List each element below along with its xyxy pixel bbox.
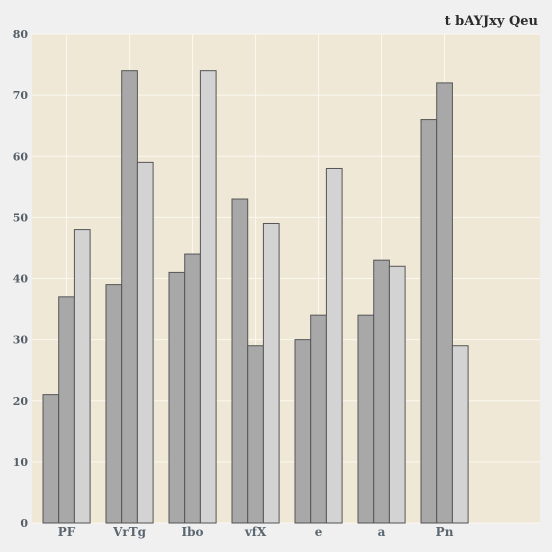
bar-Pn-s2 [437, 83, 453, 523]
y-tick-label: 0 [20, 517, 28, 530]
y-tick-label: 10 [13, 456, 29, 469]
bar-VrTg-s2 [122, 71, 138, 523]
bar-vfX-s3 [263, 223, 279, 523]
y-tick-label: 60 [13, 150, 29, 163]
bar-Ibo-s3 [200, 71, 216, 523]
x-tick-label: vfX [244, 525, 267, 539]
x-tick-label: PF [58, 525, 76, 539]
y-tick-label: 80 [13, 28, 29, 41]
y-axis-ticks: 0 10 20 30 40 50 60 70 80 [13, 28, 29, 530]
bar-a-s3 [389, 266, 405, 523]
bar-Pn-s1 [421, 120, 437, 523]
y-tick-label: 70 [13, 89, 29, 102]
x-tick-label: Pn [436, 525, 454, 539]
bar-Pn-s3 [452, 346, 468, 523]
bar-a-s1 [358, 315, 374, 523]
x-tick-label: VrTg [112, 525, 147, 539]
bar-e-s2 [311, 315, 327, 523]
bar-Ibo-s2 [185, 254, 201, 523]
bar-Ibo-s1 [169, 272, 185, 523]
bar-vfX-s1 [232, 199, 248, 523]
bar-PF-s2 [59, 297, 75, 523]
x-tick-label: a [378, 525, 386, 539]
bar-vfX-s2 [248, 346, 264, 523]
y-tick-label: 30 [13, 334, 29, 347]
x-tick-label: Ibo [182, 525, 204, 539]
y-tick-label: 50 [13, 211, 29, 224]
bar-VrTg-s3 [137, 162, 153, 523]
y-tick-label: 20 [13, 395, 29, 408]
bar-e-s1 [295, 340, 311, 523]
x-tick-label: e [315, 525, 323, 539]
x-axis-ticks: PF VrTg Ibo vfX e a Pn [58, 525, 454, 539]
bar-e-s3 [326, 168, 342, 523]
bar-a-s2 [374, 260, 390, 523]
y-tick-label: 40 [13, 273, 29, 286]
chart-title: t bAYJxy Qeu [445, 14, 538, 29]
bar-VrTg-s1 [106, 285, 122, 523]
bar-PF-s3 [74, 230, 90, 523]
bar-PF-s1 [43, 395, 59, 523]
